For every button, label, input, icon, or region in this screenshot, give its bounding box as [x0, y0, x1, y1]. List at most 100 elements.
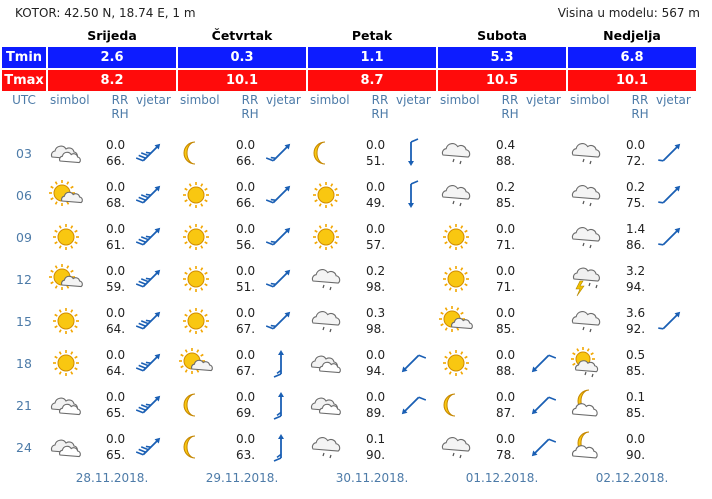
cloud-rain-icon: [308, 301, 364, 341]
rr-value: 1.4: [626, 222, 646, 236]
rr-value: 0.2: [626, 180, 646, 194]
cloud-rain-icon: [568, 301, 624, 341]
rr-rh-value: 0.0 49.: [366, 175, 394, 215]
rr-rh-value: 0.0 64.: [106, 343, 134, 383]
cloud-rain-icon: [438, 175, 494, 215]
sun-icon: [178, 259, 234, 299]
rr-rh-value: 0.0 65.: [106, 385, 134, 425]
sun-icon: [438, 343, 494, 383]
wind-arrow-icon: [266, 217, 306, 257]
cloud-rain-icon: [438, 427, 494, 467]
day-name: Petak: [351, 28, 393, 43]
wind-empty: [396, 217, 436, 257]
wind-arrow-icon: [396, 175, 436, 215]
rh-header: RH: [371, 107, 389, 121]
wind-arrow-icon: [136, 343, 176, 383]
wind-empty: [656, 259, 696, 299]
sun-rain-icon: [568, 343, 624, 383]
rh-header: RH: [631, 107, 649, 121]
tmax-value: 10.5: [438, 70, 566, 91]
tmin-value: 6.8: [568, 47, 696, 68]
rr-rh-value: 0.0 61.: [106, 217, 134, 257]
day-name: Nedjelja: [603, 28, 661, 43]
rr-rh-value: 0.0 90.: [626, 427, 654, 467]
wind-arrow-icon: [266, 343, 306, 383]
tmin-value: 0.3: [178, 47, 306, 68]
rh-value: 66.: [236, 154, 256, 168]
rr-rh-value: 0.2 98.: [366, 259, 394, 299]
rr-rh-value: 0.0 71.: [496, 217, 524, 257]
sun-icon: [178, 175, 234, 215]
rr-header: RR: [631, 93, 649, 107]
rr-value: 0.0: [106, 264, 126, 278]
wind-arrow-icon: [266, 133, 306, 173]
cloud-rain-icon: [568, 217, 624, 257]
rr-rh-value: 0.3 98.: [366, 301, 394, 341]
cloudy-icon: [48, 427, 104, 467]
rh-value: 94.: [366, 364, 386, 378]
rr-rh-value: 3.2 94.: [626, 259, 654, 299]
rr-rh-value: 1.4 86.: [626, 217, 654, 257]
sun-icon: [178, 217, 234, 257]
sun-icon: [178, 301, 234, 341]
rh-value: 85.: [496, 196, 516, 210]
rr-rh-value: 0.0 66.: [106, 133, 134, 173]
sun-cloud-icon: [178, 343, 234, 383]
rh-value: 67.: [236, 364, 256, 378]
sun-icon: [438, 217, 494, 257]
rh-value: 86.: [626, 238, 646, 252]
rr-rh-value: 0.0 67.: [236, 301, 264, 341]
utc-hour: 09: [16, 229, 32, 245]
rr-value: 0.5: [626, 348, 646, 362]
rr-value: 0.0: [496, 432, 516, 446]
forecast-row: 18 0.0 64. 0.0 67. 0.0 94. 0.0 88. 0.5 85.: [2, 343, 696, 383]
rh-value: 65.: [106, 406, 126, 420]
rh-header: RH: [501, 107, 519, 121]
tmin-label: Tmin: [2, 47, 46, 68]
rr-rh-value: 0.1 90.: [366, 427, 394, 467]
rr-value: 0.0: [496, 390, 516, 404]
rr-value: 0.0: [496, 222, 516, 236]
forecast-row: 12 0.0 59. 0.0 51. 0.2 98. 0.0 71. 3.2 94.: [2, 259, 696, 299]
wind-arrow-icon: [136, 385, 176, 425]
rr-rh-value: 0.0 78.: [496, 427, 524, 467]
wind-arrow-icon: [266, 259, 306, 299]
rr-rh-value: 0.0 59.: [106, 259, 134, 299]
rh-value: 88.: [496, 154, 516, 168]
rr-value: 0.1: [366, 432, 386, 446]
rh-value: 64.: [106, 364, 126, 378]
tmin-value: 1.1: [308, 47, 436, 68]
rr-value: 0.0: [236, 306, 256, 320]
rh-value: 61.: [106, 238, 126, 252]
rh-header: RH: [111, 107, 129, 121]
rr-rh-value: 0.0 66.: [236, 133, 264, 173]
wind-arrow-icon: [656, 301, 696, 341]
symbol-header: simbol: [180, 93, 220, 107]
rh-value: 71.: [496, 238, 516, 252]
rh-value: 51.: [366, 154, 386, 168]
moon-icon: [178, 385, 234, 425]
rr-rh-header: RR RH: [366, 93, 394, 131]
sun-icon: [308, 175, 364, 215]
symbol-header: simbol: [570, 93, 610, 107]
forecast-row: 21 0.0 65. 0.0 69. 0.0 89. 0.0 87. 0.1 85.: [2, 385, 696, 425]
rr-value: 0.0: [106, 432, 126, 446]
rh-value: 57.: [366, 238, 386, 252]
rr-rh-value: 0.2 75.: [626, 175, 654, 215]
rh-value: 85.: [626, 406, 646, 420]
wind-arrow-icon: [396, 133, 436, 173]
sun-icon: [48, 301, 104, 341]
wind-arrow-icon: [396, 343, 436, 383]
wind-arrow-icon: [656, 133, 696, 173]
symbol-header: simbol: [50, 93, 90, 107]
day-date: 02.12.2018.: [595, 471, 669, 485]
rr-value: 0.0: [236, 432, 256, 446]
utc-hour: 12: [16, 271, 32, 287]
day-date: 30.11.2018.: [335, 471, 409, 485]
rr-value: 0.4: [496, 138, 516, 152]
rr-rh-value: 0.0 89.: [366, 385, 394, 425]
moon-icon: [178, 427, 234, 467]
rr-value: 0.0: [496, 264, 516, 278]
rr-value: 0.0: [106, 390, 126, 404]
tmin-value: 2.6: [48, 47, 176, 68]
